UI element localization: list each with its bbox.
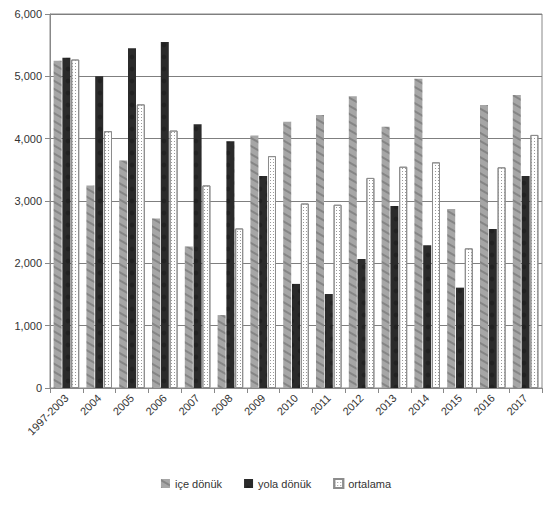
svg-text:2017: 2017 (504, 392, 530, 418)
svg-text:2014: 2014 (406, 392, 432, 418)
svg-text:1997-2003: 1997-2003 (25, 392, 71, 438)
svg-text:5,000: 5,000 (14, 70, 42, 82)
svg-text:0: 0 (36, 382, 42, 394)
svg-text:2011: 2011 (308, 392, 333, 417)
svg-text:2009: 2009 (242, 392, 268, 418)
svg-text:2015: 2015 (438, 392, 464, 418)
svg-text:2,000: 2,000 (14, 257, 42, 269)
svg-text:4,000: 4,000 (14, 133, 42, 145)
svg-text:2010: 2010 (274, 392, 300, 418)
svg-text:2013: 2013 (373, 392, 399, 418)
svg-text:2004: 2004 (78, 392, 104, 418)
svg-text:yola dönük: yola dönük (258, 478, 312, 490)
svg-text:2005: 2005 (110, 392, 136, 418)
svg-text:içe dönük: içe dönük (175, 478, 223, 490)
svg-text:2012: 2012 (340, 392, 366, 418)
svg-text:2008: 2008 (209, 392, 235, 418)
svg-text:2016: 2016 (471, 392, 497, 418)
svg-text:1,000: 1,000 (14, 320, 42, 332)
svg-text:2007: 2007 (176, 392, 202, 418)
svg-text:6,000: 6,000 (14, 8, 42, 20)
svg-text:3,000: 3,000 (14, 195, 42, 207)
svg-text:ortalama: ortalama (348, 478, 392, 490)
svg-text:2006: 2006 (143, 392, 169, 418)
